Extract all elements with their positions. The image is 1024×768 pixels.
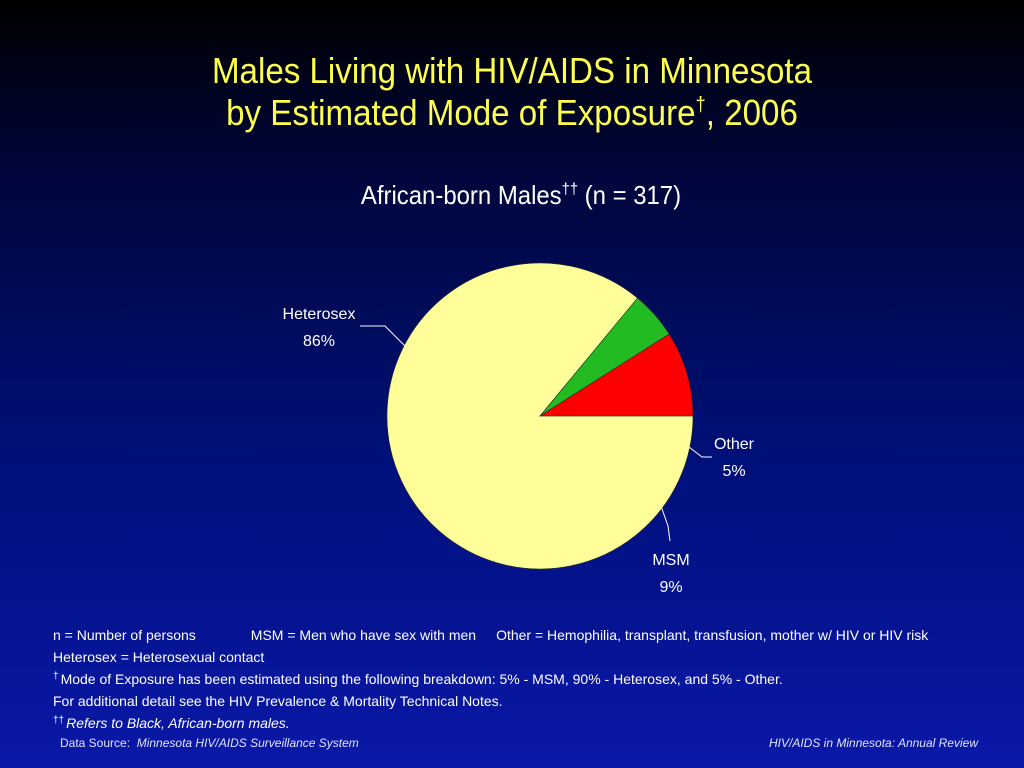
- slice-label-heterosex: Heterosex: [283, 306, 356, 323]
- slice-label-other: Other: [714, 436, 755, 453]
- data-source-label: Data Source:: [60, 736, 131, 750]
- note-mode-of-exposure: † Mode of Exposure has been estimated usi…: [53, 668, 1013, 690]
- pie-labels: Heterosex 86% Other 5% MSM 9%: [283, 306, 755, 596]
- note-refers-to: †† Refers to Black, African-born males.: [53, 712, 1013, 734]
- note-n-definition: n = Number of persons: [53, 627, 196, 643]
- chart-subtitle: African-born Males†† (n = 317): [42, 178, 1001, 212]
- slice-value-heterosex: 86%: [303, 333, 335, 350]
- slice-value-other: 5%: [722, 463, 745, 480]
- data-source: Data Source: Minnesota HIV/AIDS Surveill…: [60, 736, 359, 750]
- leader-line-heterosex: [360, 325, 406, 347]
- slice-label-msm: MSM: [652, 552, 689, 569]
- subtitle-footnote-mark: ††: [561, 181, 579, 198]
- footnotes: n = Number of persons MSM = Men who have …: [53, 624, 1013, 734]
- leader-line-other: [688, 446, 712, 458]
- note-msm-definition: MSM = Men who have sex with men: [250, 627, 477, 643]
- title-footnote-mark: †: [695, 94, 706, 116]
- leader-line-msm: [660, 505, 671, 542]
- note-mark-2: ††: [53, 715, 65, 726]
- subtitle-tail: (n = 317): [578, 180, 682, 210]
- publication-name: HIV/AIDS in Minnesota: Annual Review: [769, 736, 978, 750]
- definitions-row: n = Number of persons MSM = Men who have …: [53, 624, 1013, 646]
- title-line-1: Males Living with HIV/AIDS in Minnesota: [211, 50, 813, 91]
- slice-value-msm: 9%: [659, 579, 682, 596]
- subtitle-main: African-born Males: [360, 180, 562, 210]
- note-heterosex-definition: Heterosex = Heterosexual contact: [53, 649, 265, 665]
- title-line-2-tail: , 2006: [705, 92, 798, 133]
- note-additional-detail: For additional detail see the HIV Preval…: [53, 693, 503, 709]
- title-line-2-main: by Estimated Mode of Exposure: [226, 92, 696, 133]
- pie-slice-msm: [538, 333, 694, 417]
- pie-slices: [386, 262, 694, 570]
- note-mark-1: †: [53, 671, 59, 682]
- note-mode-text: Mode of Exposure has been estimated usin…: [60, 671, 783, 687]
- data-source-name: Minnesota HIV/AIDS Surveillance System: [136, 736, 359, 750]
- note-other-definition: Other = Hemophilia, transplant, transfus…: [496, 627, 929, 643]
- note-refers-text: Refers to Black, African-born males.: [66, 715, 290, 731]
- pie-leader-lines: [360, 325, 712, 542]
- chart-title: Males Living with HIV/AIDS in Minnesota …: [41, 50, 983, 134]
- title-line-2: by Estimated Mode of Exposure†, 2006: [41, 92, 983, 134]
